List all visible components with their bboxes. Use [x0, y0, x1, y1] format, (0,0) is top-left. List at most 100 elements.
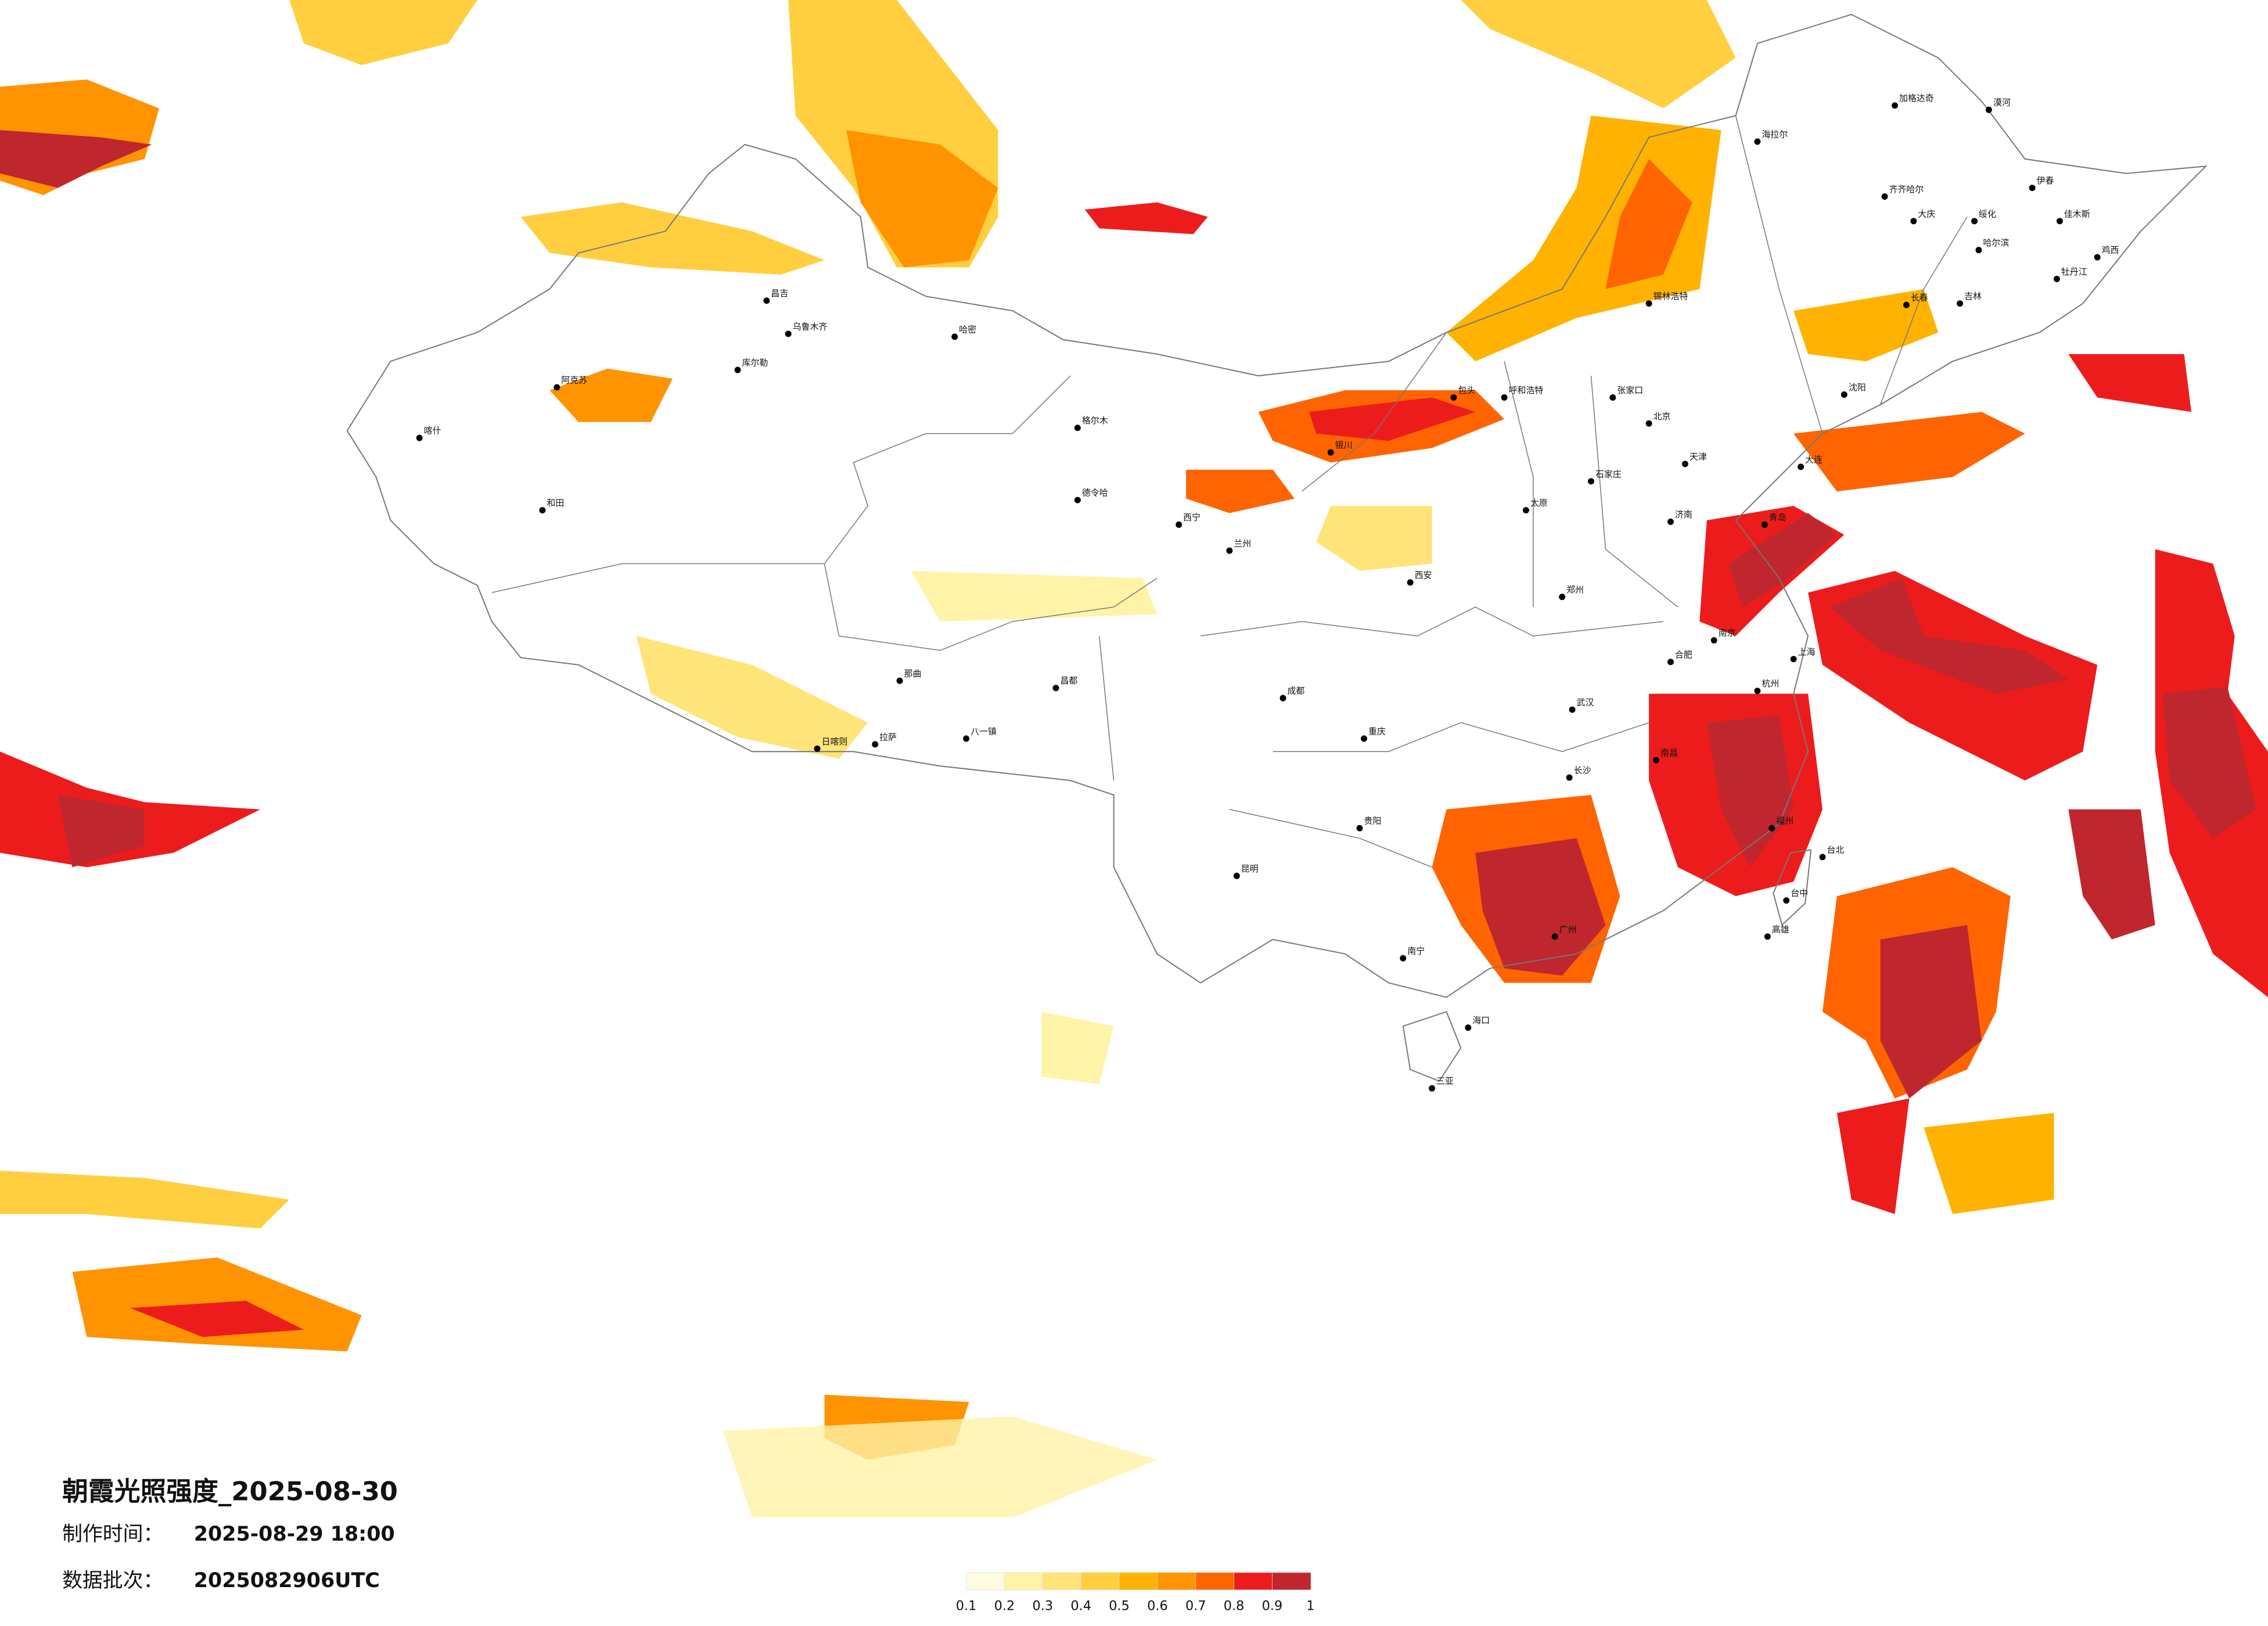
city-label: 兰州 — [1234, 538, 1251, 549]
city-label: 石家庄 — [1595, 469, 1622, 479]
colorbar-swatch — [966, 1572, 1005, 1591]
intensity-area — [1836, 1098, 1910, 1214]
city-dot — [2094, 254, 2101, 261]
city-dot — [734, 366, 741, 373]
colorbar-tick-label: 0.1 — [956, 1599, 977, 1614]
city-dot — [1609, 394, 1616, 401]
colorbar: 0.1 0.2 0.3 0.4 0.5 0.6 0.7 0.8 0.9 1 — [956, 1572, 1314, 1614]
city-dot — [1501, 394, 1508, 401]
city-dot — [1233, 872, 1240, 879]
city-dot — [1761, 521, 1768, 528]
colorbar-swatch — [1272, 1572, 1311, 1591]
intensity-area — [846, 130, 998, 268]
city-label: 福州 — [1776, 816, 1793, 826]
batch-value: 2025082906UTC — [194, 1569, 380, 1592]
city-label: 那曲 — [904, 668, 922, 679]
city-label: 海口 — [1472, 1015, 1490, 1026]
city-dot — [1975, 247, 1982, 254]
city-label: 沈阳 — [1849, 382, 1866, 393]
city-dot — [896, 677, 903, 684]
city-dot — [1653, 757, 1660, 764]
intensity-area — [1461, 0, 1736, 109]
city-dot — [1891, 102, 1898, 109]
city-dot — [1903, 301, 1910, 308]
intensity-area — [1880, 924, 1982, 1099]
city-label: 青岛 — [1769, 512, 1787, 523]
colorbar-tick-label: 1 — [1306, 1599, 1314, 1614]
city-dot — [1881, 193, 1888, 200]
city-label: 太原 — [1530, 498, 1548, 508]
city-dot — [1667, 519, 1674, 525]
city-label: 拉萨 — [879, 732, 897, 742]
intensity-field — [0, 0, 2268, 1518]
city-label: 成都 — [1287, 686, 1304, 696]
city-dot — [1176, 521, 1182, 528]
city-dot — [1754, 688, 1761, 695]
city-dot — [1559, 593, 1566, 600]
city-dot — [1710, 637, 1717, 644]
colorbar-swatch — [1119, 1572, 1159, 1591]
city-dot — [1798, 463, 1805, 470]
city-dot — [1819, 854, 1826, 861]
intensity-area — [520, 202, 825, 275]
city-dot — [2029, 185, 2036, 192]
city-label: 格尔木 — [1082, 415, 1108, 426]
city-label: 台中 — [1791, 888, 1808, 898]
city-label: 佳木斯 — [2064, 208, 2090, 219]
city-dot — [1783, 897, 1790, 904]
city-label: 乌鲁木齐 — [793, 321, 828, 332]
island-border — [1402, 1010, 1462, 1082]
colorbar-tick-label: 0.9 — [1262, 1599, 1283, 1614]
city-dot — [1361, 735, 1367, 742]
colorbar-tick-label: 0.3 — [1033, 1599, 1054, 1614]
city-label: 阿克苏 — [561, 375, 587, 386]
city-dot — [1769, 825, 1775, 832]
city-label: 南宁 — [1407, 946, 1425, 956]
city-dot — [1465, 1024, 1472, 1031]
colorbar-tick-label: 0.7 — [1185, 1599, 1206, 1614]
city-dot — [1645, 300, 1652, 307]
city-label: 昌都 — [1060, 675, 1077, 686]
city-label: 重庆 — [1368, 726, 1386, 736]
city-label: 漠河 — [1993, 98, 2011, 108]
intensity-area — [0, 130, 152, 188]
city-label: 南京 — [1719, 628, 1736, 638]
city-dot — [1566, 774, 1573, 781]
intensity-area — [289, 0, 477, 65]
intensity-area — [1446, 116, 1721, 362]
city-label: 广州 — [1559, 924, 1577, 934]
intensity-area — [2162, 686, 2257, 839]
colorbar-tick-label: 0.6 — [1147, 1599, 1168, 1614]
intensity-area — [57, 794, 145, 868]
city-dot — [1522, 507, 1529, 514]
intensity-area — [1728, 513, 1837, 607]
city-label: 加格达奇 — [1899, 93, 1934, 103]
intensity-area — [1186, 469, 1295, 513]
colorbar-tick-label: 0.5 — [1109, 1599, 1130, 1614]
city-label: 三亚 — [1436, 1076, 1454, 1087]
city-label: 德令哈 — [1082, 488, 1108, 498]
city-label: 长春 — [1911, 293, 1928, 303]
city-label: 合肥 — [1675, 649, 1692, 660]
city-label: 日喀则 — [822, 736, 848, 747]
intensity-area — [549, 368, 673, 422]
city-dot — [1327, 449, 1334, 456]
city-dot — [1754, 138, 1761, 145]
city-label: 和田 — [547, 498, 564, 508]
city-dot — [1226, 547, 1233, 554]
city-label: 济南 — [1675, 509, 1692, 520]
city-dot — [1971, 218, 1978, 225]
intensity-area — [911, 571, 1158, 622]
city-dot — [2053, 275, 2060, 282]
city-dot — [951, 333, 958, 340]
city-dot — [1681, 461, 1688, 467]
city-dot — [1790, 656, 1797, 663]
intensity-area — [1793, 289, 1939, 362]
city-label: 包头 — [1458, 385, 1475, 395]
city-label: 银川 — [1335, 440, 1353, 451]
city-label: 天津 — [1690, 451, 1707, 462]
intensity-area — [1309, 397, 1476, 441]
city-label: 长沙 — [1574, 765, 1591, 776]
